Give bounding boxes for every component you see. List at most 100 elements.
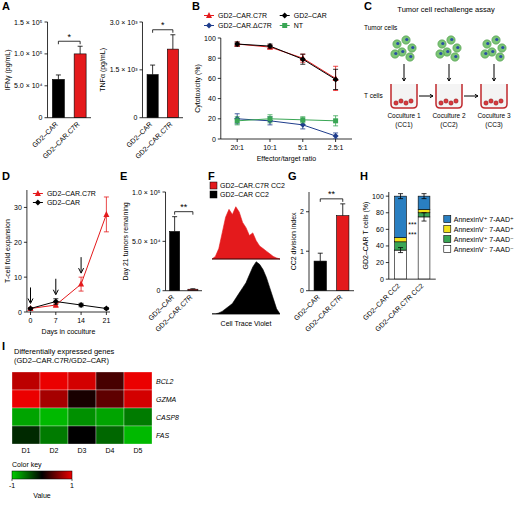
tumor-cell — [481, 50, 489, 58]
y-tick-label: 20 — [14, 239, 22, 246]
step-short: (CC1) — [395, 121, 412, 129]
heat-cell — [96, 372, 124, 390]
y-tick-label: 20 — [208, 115, 216, 122]
bar — [52, 79, 64, 117]
legend-label: GD2–CAR CC2 — [220, 191, 269, 198]
arrow — [464, 94, 478, 97]
x-tick — [30, 312, 31, 315]
heat-cell — [96, 408, 124, 426]
y-tick-label: 3.0 × 10³ — [110, 19, 138, 26]
significance: * — [68, 32, 72, 42]
y-tick-label: 5.0 × 10⁴ — [14, 82, 43, 89]
row-label: BCL2 — [156, 378, 174, 385]
y-tick-label: 0 — [157, 287, 161, 294]
error-bar — [150, 65, 155, 75]
bar — [147, 75, 158, 118]
legend-swatch — [444, 216, 451, 223]
tumor-cell — [498, 44, 506, 52]
baseline — [212, 259, 280, 260]
arrow — [402, 64, 405, 81]
x-tick — [302, 139, 303, 142]
legend-marker — [282, 23, 287, 28]
point — [103, 211, 109, 217]
x-tick-label: 0 — [29, 317, 33, 324]
heat-cell — [124, 426, 152, 444]
y-tick — [45, 22, 48, 23]
y-tick — [386, 279, 389, 280]
heat-cell — [96, 390, 124, 408]
legend-label: GD2–CAR.C7R CC2 — [220, 182, 285, 189]
t-cell — [404, 101, 408, 105]
y-tick — [45, 85, 48, 86]
y-tick-label: 1.5 × 10³ — [110, 66, 138, 73]
tumor-nucleus — [394, 52, 397, 55]
series-line — [237, 119, 335, 136]
point — [28, 306, 34, 312]
error-bar — [267, 115, 272, 123]
t-cell — [444, 99, 448, 103]
plot-area — [147, 35, 178, 118]
y-tick-label: 5.0 × 10⁴ — [132, 238, 161, 245]
x-tick-label: 21 — [102, 317, 110, 324]
y-tick — [139, 69, 142, 70]
tumor-nucleus — [499, 55, 502, 58]
plot-area — [170, 217, 198, 291]
x-axis — [142, 117, 183, 118]
y-tick — [163, 290, 166, 291]
error-bar — [170, 35, 175, 49]
t-cell — [484, 101, 488, 105]
legend-swatch — [444, 246, 451, 253]
point — [234, 41, 240, 47]
error-bar — [422, 213, 427, 221]
y-tick — [386, 245, 389, 246]
bar — [337, 216, 349, 291]
point — [300, 117, 305, 122]
error-bar — [333, 116, 338, 126]
significance: ** — [180, 202, 188, 212]
rechallenge-arrow — [53, 279, 58, 295]
point — [28, 305, 34, 311]
t-cell — [409, 99, 413, 103]
x-tick-label: 5:1 — [298, 144, 308, 151]
tumor-nucleus — [491, 50, 494, 53]
bar-segment — [395, 196, 407, 238]
tumor-nucleus — [409, 55, 412, 58]
heat-cell — [40, 390, 68, 408]
panel-letter: I — [2, 340, 5, 352]
legend-label: GD2–CAR.C7R — [218, 12, 267, 19]
y-tick — [163, 241, 166, 242]
error-bar — [333, 69, 338, 89]
bar-chart: 020406080100GD2–CAR T cells (%)GD2–CAR C… — [362, 192, 514, 333]
column-label: D3 — [78, 447, 87, 454]
t-cell — [394, 101, 398, 105]
arrow — [419, 94, 433, 97]
plot-area — [314, 204, 349, 291]
colorbar-label: Value — [33, 492, 50, 499]
x-tick — [335, 139, 336, 142]
bar-segment — [395, 238, 407, 242]
panel-letter: F — [208, 170, 215, 182]
y-tick-label: 1.0 × 10⁵ — [132, 189, 160, 196]
legend-label: AnnexinV⁺ 7-AAD⁺ — [454, 216, 514, 223]
legend-label: GD2–CAR.C7R — [47, 190, 96, 197]
point — [234, 41, 240, 47]
y-tick-label: 1 — [300, 248, 304, 255]
y-axis — [26, 190, 27, 312]
tumor-nucleus — [441, 42, 444, 45]
point — [267, 43, 273, 49]
heatmap: Differentially expressed genes(GD2–CAR.C… — [9, 347, 179, 499]
step-label: Coculture 2 — [432, 112, 466, 119]
error-bar — [300, 54, 305, 64]
t-cell — [499, 99, 503, 103]
column-label: D1 — [22, 447, 31, 454]
y-tick-label: 0 — [39, 114, 43, 121]
significance: *** — [408, 231, 416, 238]
x-tick — [269, 139, 270, 142]
y-axis-title: GD2–CAR T cells (%) — [362, 202, 370, 270]
rechallenge-arrow — [28, 287, 33, 303]
colorbar-tick-label: -1 — [9, 482, 15, 489]
well — [436, 84, 462, 108]
error-bar — [318, 253, 323, 261]
error-bar — [300, 117, 305, 123]
tumor-nucleus — [495, 38, 498, 41]
